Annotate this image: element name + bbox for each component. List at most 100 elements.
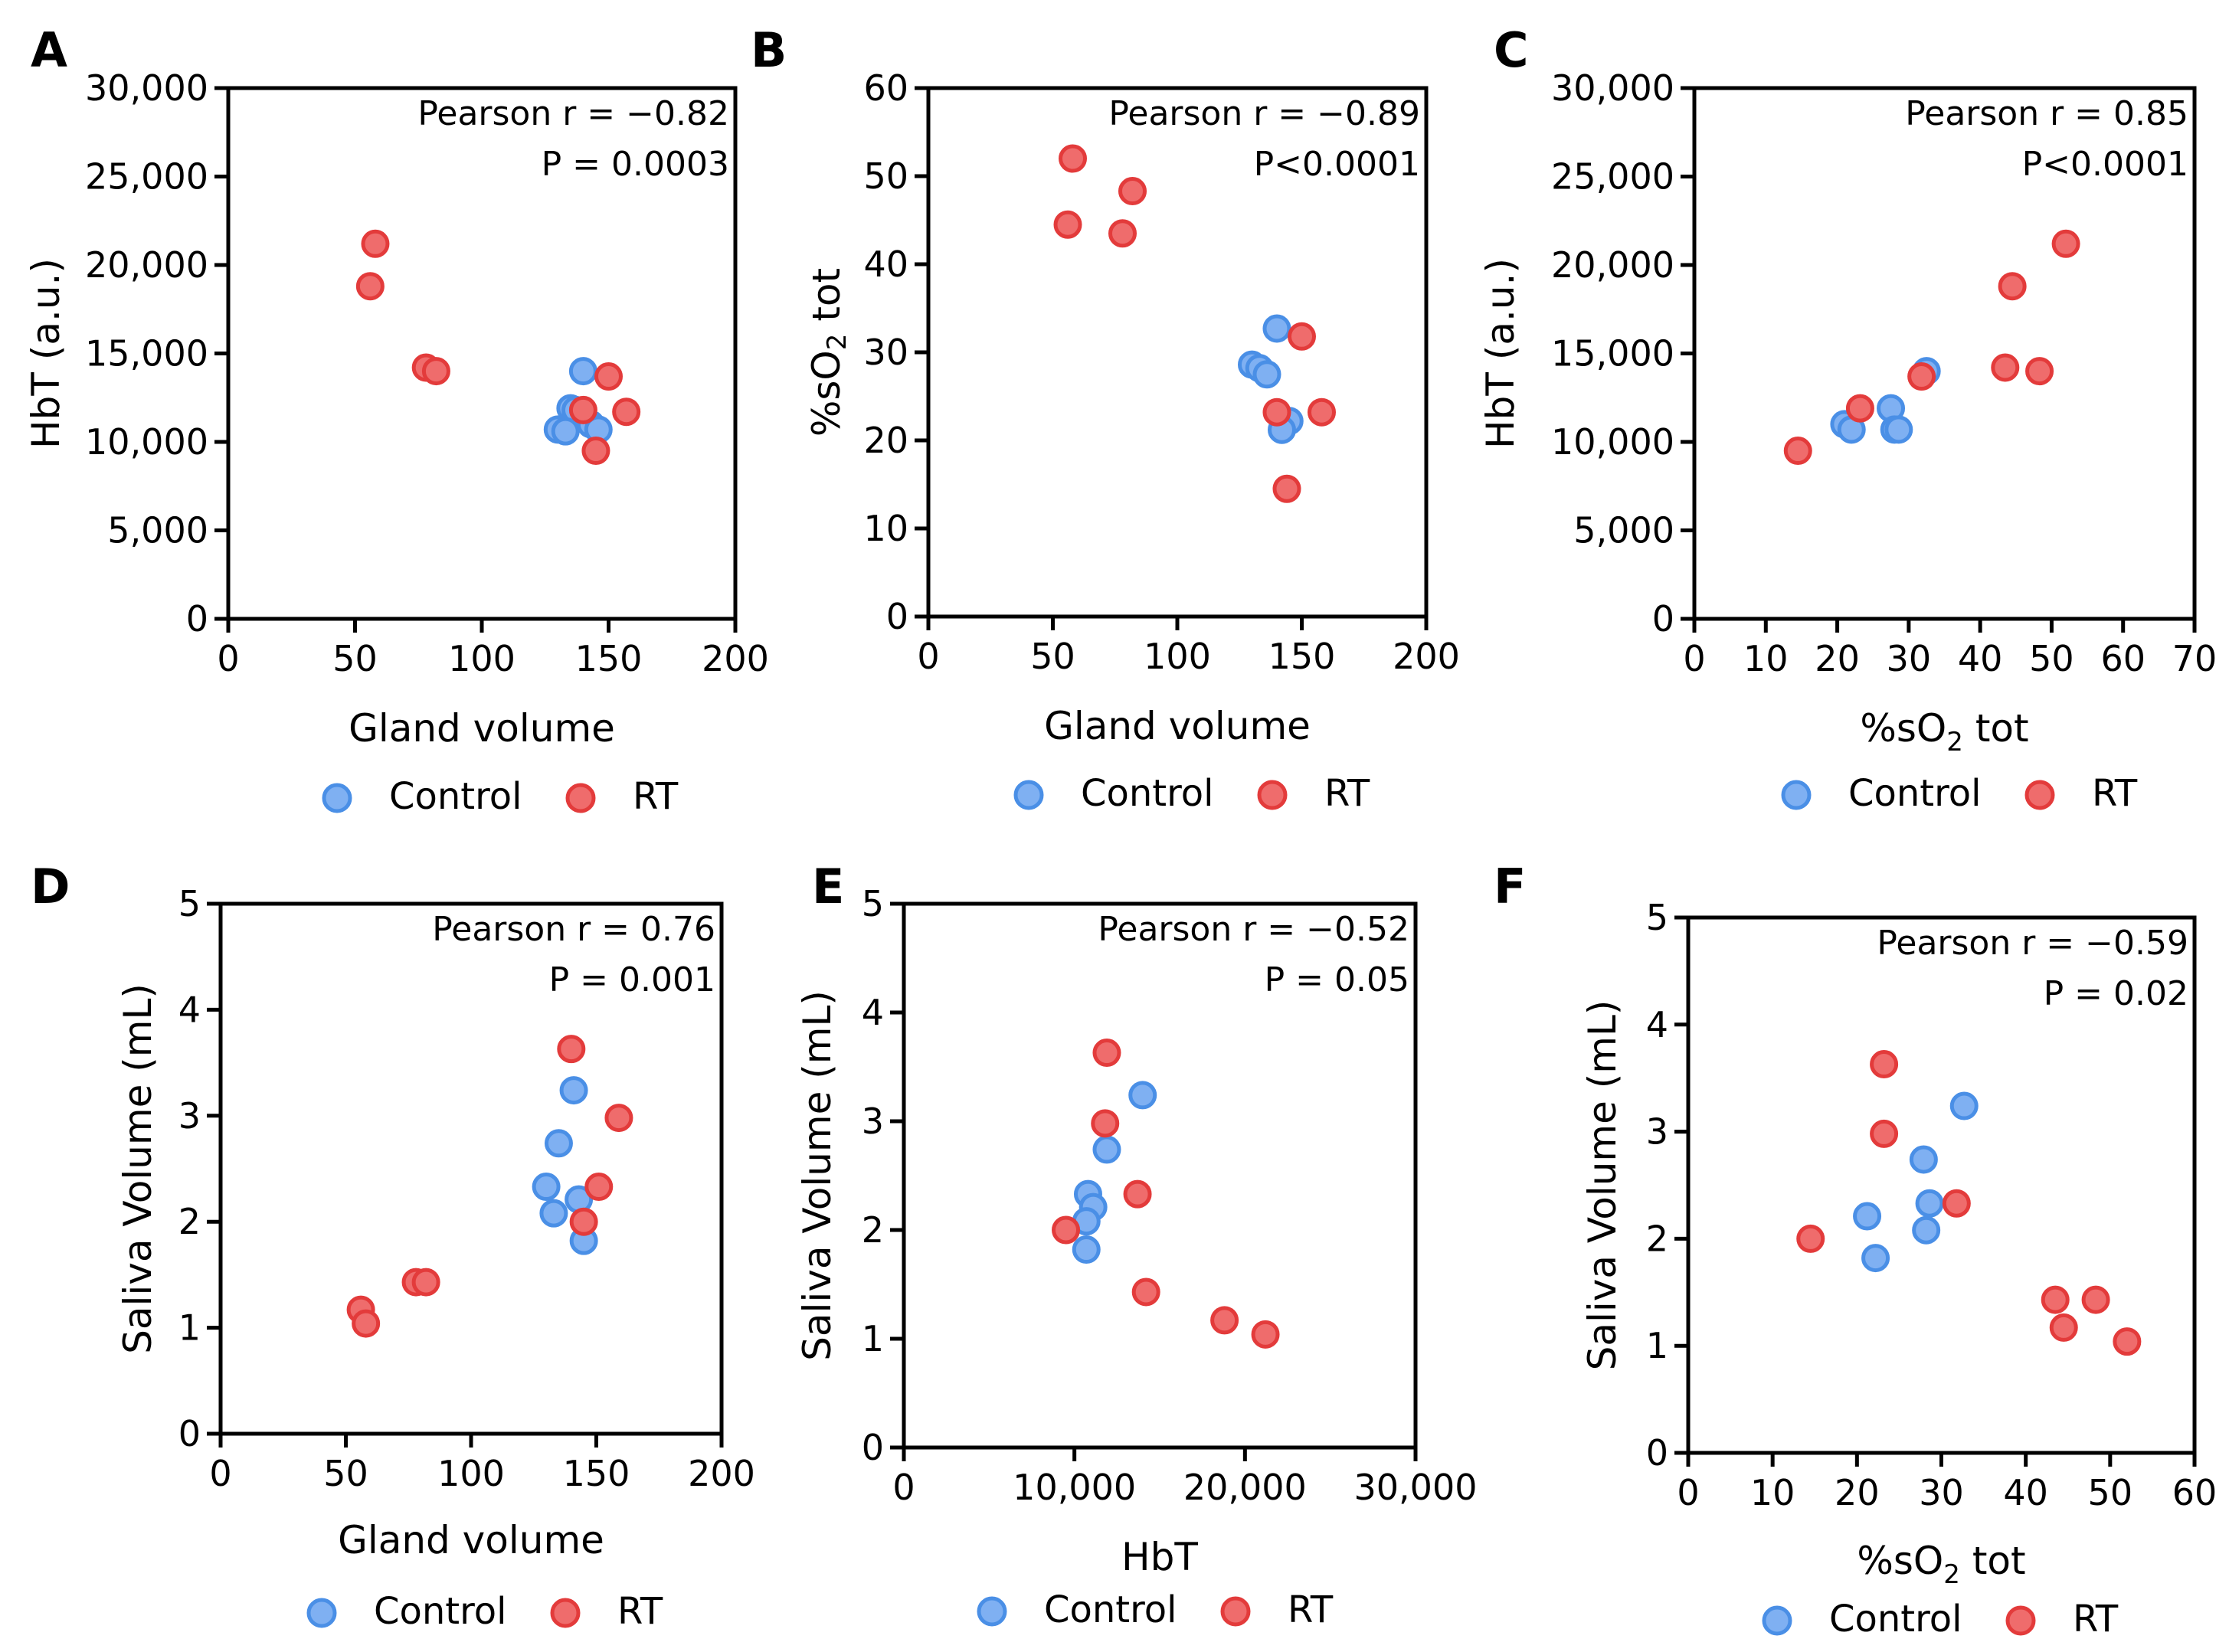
y-tick-label: 3 xyxy=(862,1101,884,1142)
x-axis-title: HbT xyxy=(1121,1535,1198,1579)
y-tick-label: 0 xyxy=(178,1413,201,1454)
y-tick-label: 30 xyxy=(863,332,908,373)
y-tick-label: 30,000 xyxy=(85,67,208,109)
x-tick-label: 20 xyxy=(1815,638,1860,679)
y-tick-label: 40 xyxy=(863,244,908,285)
x-tick-label: 30 xyxy=(1919,1472,1964,1513)
legend-label-control: Control xyxy=(1044,1588,1177,1631)
data-point-rt xyxy=(1262,397,1291,427)
legend-a: Control RT xyxy=(322,775,679,818)
panel-d: D 0 50 100 150 200 0 1 2 3 4 5 Gland volume Saliva Vo… xyxy=(31,859,755,1633)
data-point-rt xyxy=(594,362,623,391)
data-point-rt xyxy=(1059,144,1087,173)
data-point-rt xyxy=(1907,362,1936,391)
data-point-rt xyxy=(1092,1039,1121,1068)
x-axis-title-suffix: tot xyxy=(1963,706,2029,751)
legend-label-control: Control xyxy=(1081,772,1214,815)
panel-letter-c: C xyxy=(1494,22,1529,78)
x-tick-label: 10 xyxy=(1750,1472,1795,1513)
panel-b: B 0 50 100 150 200 0 10 20 30 40 50 60 Gland volume %s… xyxy=(751,22,1460,815)
x-tick-label: 100 xyxy=(448,638,516,679)
data-point-rt xyxy=(1845,394,1874,423)
data-point-control xyxy=(568,357,597,386)
x-tick-label: 10 xyxy=(1743,638,1789,679)
data-point-rt xyxy=(584,1173,614,1202)
x-tick-label: 70 xyxy=(2172,638,2218,679)
x-tick-label: 0 xyxy=(217,638,239,679)
y-tick-label: 1 xyxy=(178,1307,201,1349)
x-tick-label: 150 xyxy=(1268,636,1336,677)
x-tick-label: 0 xyxy=(209,1453,231,1494)
legend-marker-rt xyxy=(1257,780,1288,810)
y-tick-label: 60 xyxy=(863,67,908,109)
y-tick-label: 10,000 xyxy=(85,421,208,463)
y-axis-title: %sO2 tot xyxy=(804,268,853,437)
data-point-rt xyxy=(1783,437,1812,466)
y-axis-title-subscript: 2 xyxy=(822,334,853,351)
data-point-rt xyxy=(1272,474,1301,503)
pearson-r-annotation: Pearson r = 0.85 xyxy=(1905,94,2188,133)
data-point-rt xyxy=(2113,1327,2142,1356)
x-axis-title-main: %sO xyxy=(1857,1539,1943,1583)
y-tick-label: 25,000 xyxy=(85,156,208,198)
x-tick-label: 200 xyxy=(1393,636,1460,677)
x-tick-label: 30 xyxy=(1887,638,1932,679)
y-tick-label: 30,000 xyxy=(1551,67,1674,109)
data-point-rt xyxy=(1251,1320,1280,1349)
x-axis-title-main: Gland volume xyxy=(1044,704,1311,748)
y-tick-label: 15,000 xyxy=(1551,333,1674,375)
pearson-r-annotation: Pearson r = 0.76 xyxy=(432,910,715,949)
y-tick-label: 2 xyxy=(1646,1218,1668,1259)
data-point-control xyxy=(544,1129,573,1158)
y-tick-label: 10,000 xyxy=(1551,421,1674,463)
panel-letter-d: D xyxy=(31,859,70,914)
data-point-control xyxy=(1072,1235,1101,1264)
x-tick-label: 50 xyxy=(2029,638,2074,679)
x-tick-label: 40 xyxy=(1958,638,2003,679)
x-axis-title-main: HbT xyxy=(1121,1535,1198,1579)
data-point-rt xyxy=(1288,322,1316,351)
series-rt-c xyxy=(1783,229,2080,466)
legend-marker-control xyxy=(977,1596,1007,1627)
x-axis-title: %sO2 tot xyxy=(1860,706,2028,757)
data-point-rt xyxy=(355,272,385,301)
x-tick-label: 30,000 xyxy=(1354,1467,1478,1508)
panel-letter-b: B xyxy=(751,22,787,78)
data-point-rt xyxy=(1870,1119,1899,1148)
panel-letter-f: F xyxy=(1494,859,1526,914)
pearson-r-annotation: Pearson r = −0.89 xyxy=(1108,94,1420,133)
y-tick-label: 5 xyxy=(862,883,884,924)
data-point-control xyxy=(539,1199,568,1228)
legend-marker-control xyxy=(1762,1605,1792,1636)
data-point-rt xyxy=(411,1268,440,1297)
y-tick-label: 0 xyxy=(186,598,208,640)
legend-marker-control xyxy=(322,783,352,813)
y-tick-label: 0 xyxy=(1652,598,1674,640)
x-tick-label: 20 xyxy=(1835,1472,1880,1513)
data-point-control xyxy=(1909,1145,1938,1174)
data-point-control xyxy=(1915,1189,1944,1218)
x-axis-title: Gland volume xyxy=(338,1518,604,1562)
data-point-control xyxy=(1262,314,1291,343)
data-point-rt xyxy=(2049,1313,2078,1342)
y-axis-title: Saliva Volume (mL) xyxy=(1580,1000,1625,1371)
y-tick-label: 10 xyxy=(863,508,908,549)
y-tick-label: 0 xyxy=(886,596,908,637)
data-point-rt xyxy=(1091,1109,1120,1138)
legend-label-control: Control xyxy=(374,1590,507,1633)
x-axis-title: %sO2 tot xyxy=(1857,1539,2025,1590)
y-tick-label: 3 xyxy=(1646,1111,1668,1153)
series-control-d xyxy=(532,1076,598,1255)
y-axis-title-main: Saliva Volume (mL) xyxy=(1580,1000,1625,1371)
y-axis-title-main: Saliva Volume (mL) xyxy=(116,983,160,1354)
series-rt-d xyxy=(346,1035,633,1338)
data-point-control xyxy=(532,1173,561,1202)
panel-c: C 0 10 20 30 40 50 60 70 0 5,000 10,000 15,000 20,000… xyxy=(1478,22,2218,815)
data-point-rt xyxy=(1053,210,1082,239)
series-rt-e xyxy=(1052,1039,1280,1349)
x-tick-label: 200 xyxy=(702,638,769,679)
legend-d: Control RT xyxy=(306,1590,663,1633)
y-tick-label: 4 xyxy=(178,989,201,1030)
